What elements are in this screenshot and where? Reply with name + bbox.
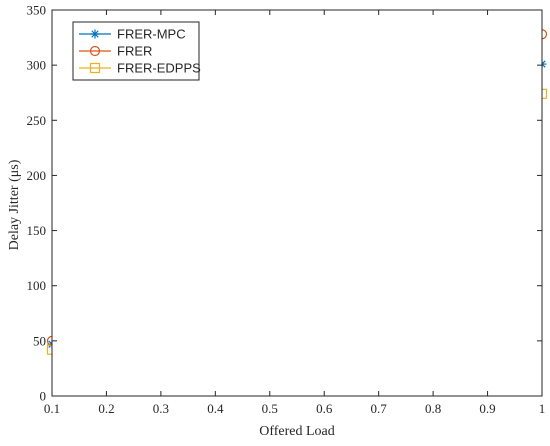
x-tick-label: 0.7 (371, 401, 388, 416)
y-tick-label: 300 (27, 58, 47, 73)
x-axis-label: Offered Load (259, 424, 335, 439)
legend-item: FRER (79, 44, 152, 59)
legend-label: FRER (117, 44, 152, 59)
y-tick-label: 50 (33, 333, 46, 348)
y-tick-label: 200 (27, 168, 47, 183)
y-tick-label: 350 (27, 3, 47, 18)
legend-item: FRER-MPC (79, 27, 186, 42)
x-tick-label: 0.3 (153, 401, 169, 416)
x-tick-label: 0.4 (207, 401, 224, 416)
y-tick-label: 150 (27, 223, 47, 238)
x-tick-label: 1 (539, 401, 546, 416)
x-tick-label: 0.1 (44, 401, 60, 416)
x-tick-label: 0.2 (98, 401, 114, 416)
y-tick-label: 100 (27, 278, 47, 293)
y-tick-label: 0 (40, 389, 47, 404)
x-tick-label: 0.8 (425, 401, 441, 416)
y-tick-label: 250 (27, 113, 47, 128)
y-axis-label: Delay Jitter (μs) (7, 159, 22, 250)
legend-label: FRER-MPC (117, 27, 186, 42)
legend-marker (90, 29, 100, 39)
legend-marker (89, 62, 101, 74)
legend-label: FRER-EDPPS (117, 61, 201, 76)
legend: FRER-MPC FRER FRER-EDPPS (72, 21, 201, 81)
x-tick-label: 0.9 (479, 401, 495, 416)
x-tick-label: 0.6 (316, 401, 333, 416)
legend-marker (89, 45, 101, 57)
legend-item: FRER-EDPPS (79, 61, 201, 76)
x-tick-label: 0.5 (262, 401, 278, 416)
